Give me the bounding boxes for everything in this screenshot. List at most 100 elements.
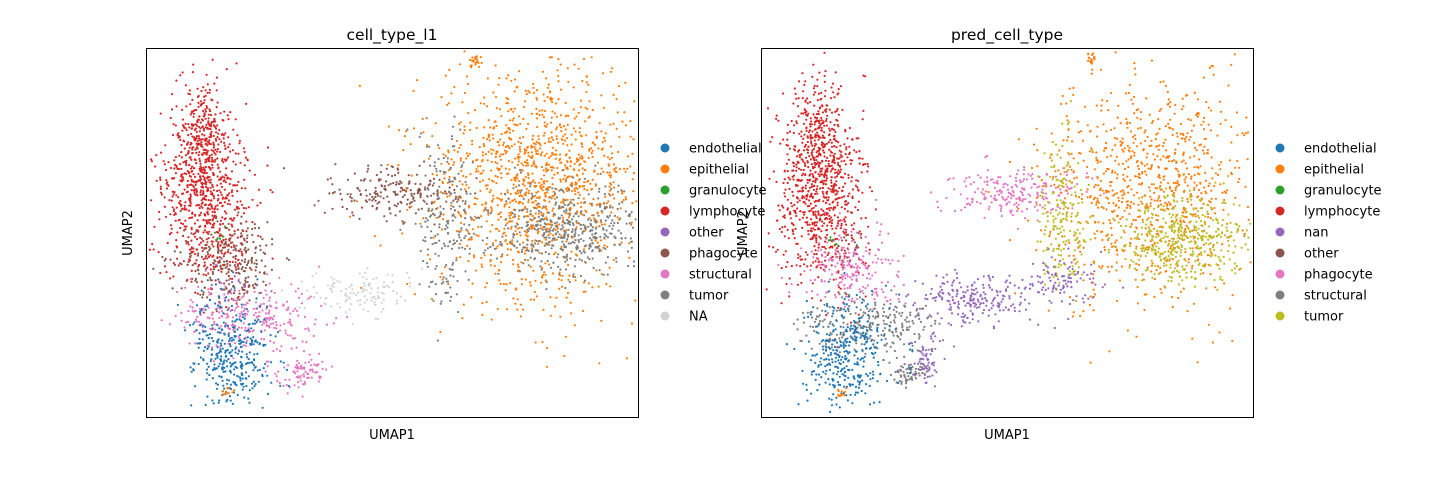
scatter-point [165, 182, 168, 185]
scatter-point [194, 183, 197, 186]
scatter-point [300, 280, 303, 283]
scatter-point [565, 166, 568, 170]
scatter-point [568, 213, 571, 216]
scatter-point [857, 137, 860, 140]
scatter-point [401, 195, 405, 199]
scatter-point [227, 271, 230, 274]
scatter-point [480, 225, 483, 228]
scatter-point [202, 311, 205, 314]
scatter-point [603, 244, 606, 247]
legend-marker [660, 164, 670, 174]
scatter-point [560, 201, 563, 204]
scatter-point [457, 233, 460, 236]
scatter-point [302, 350, 306, 353]
scatter-point [191, 124, 194, 127]
scatter-point [604, 247, 607, 250]
scatter-point [237, 249, 240, 252]
scatter-point [621, 201, 624, 204]
scatter-point [282, 384, 285, 387]
scatter-point [533, 160, 536, 163]
scatter-point [499, 215, 502, 219]
scatter-point [463, 50, 466, 53]
scatter-point [507, 74, 510, 77]
scatter-point [200, 138, 203, 141]
scatter-point [330, 288, 333, 291]
scatter-point [538, 251, 541, 255]
scatter-point [495, 153, 498, 156]
scatter-point [579, 238, 583, 241]
scatter-point [511, 161, 514, 164]
scatter-point [806, 221, 809, 224]
scatter-point [385, 167, 388, 170]
scatter-point [835, 171, 839, 174]
scatter-point [554, 203, 557, 206]
scatter-point [205, 153, 208, 156]
scatter-point [590, 187, 594, 190]
scatter-point [196, 87, 199, 90]
scatter-point [590, 239, 593, 242]
scatter-point [211, 207, 214, 210]
scatter-point [204, 269, 207, 272]
scatter-point [769, 140, 772, 143]
scatter-point [435, 167, 438, 170]
scatter-point [839, 276, 842, 279]
scatter-point [495, 124, 498, 128]
scatter-point [814, 249, 817, 252]
scatter-point [209, 276, 212, 279]
scatter-point [788, 213, 791, 216]
scatter-point [225, 260, 228, 263]
scatter-point [470, 236, 473, 239]
scatter-point [446, 195, 449, 198]
scatter-point [461, 101, 464, 104]
scatter-point [211, 399, 214, 402]
scatter-point [363, 284, 366, 287]
scatter-point [460, 239, 463, 242]
scatter-point [433, 214, 436, 217]
scatter-point [460, 221, 463, 224]
scatter-point [476, 197, 479, 200]
scatter-point [528, 189, 531, 192]
scatter-point [532, 269, 535, 272]
scatter-point [210, 156, 213, 159]
scatter-point [380, 291, 383, 294]
scatter-point [465, 183, 468, 187]
scatter-point [206, 251, 209, 254]
scatter-point [360, 206, 364, 209]
scatter-point [195, 238, 199, 241]
scatter-point [461, 246, 464, 249]
scatter-point [191, 309, 194, 312]
scatter-point [580, 99, 583, 102]
scatter-point [485, 300, 488, 304]
scatter-point [518, 184, 521, 187]
scatter-point [801, 216, 805, 219]
scatter-point [181, 207, 184, 210]
scatter-point [868, 248, 871, 251]
scatter-point [486, 247, 489, 250]
scatter-point [585, 210, 588, 213]
scatter-point [369, 193, 372, 196]
scatter-point [526, 223, 530, 226]
scatter-point [590, 202, 594, 205]
scatter-point [795, 196, 799, 199]
scatter-point [496, 175, 499, 179]
scatter-point [792, 223, 795, 227]
scatter-point [278, 276, 281, 279]
scatter-point [522, 197, 525, 200]
scatter-point [469, 192, 472, 195]
scatter-point [447, 245, 450, 248]
scatter-point [543, 109, 547, 113]
scatter-point [331, 192, 335, 195]
scatter-point [187, 310, 190, 313]
scatter-point [804, 202, 807, 205]
scatter-point [272, 341, 275, 344]
scatter-point [632, 260, 636, 263]
scatter-point [594, 227, 598, 230]
scatter-point [810, 151, 813, 154]
scatter-point [219, 244, 222, 247]
scatter-point [248, 389, 251, 392]
scatter-point [430, 230, 433, 233]
scatter-point [216, 136, 219, 139]
scatter-point [309, 295, 312, 298]
scatter-point [197, 346, 200, 349]
scatter-point [164, 215, 168, 218]
